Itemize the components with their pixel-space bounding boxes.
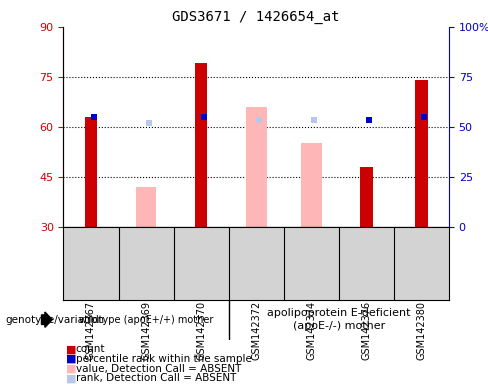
Bar — [301, 143, 322, 227]
Bar — [195, 63, 207, 227]
Text: genotype/variation: genotype/variation — [5, 314, 104, 325]
Text: wildtype (apoE+/+) mother: wildtype (apoE+/+) mother — [79, 314, 213, 325]
Bar — [246, 107, 266, 227]
Text: percentile rank within the sample: percentile rank within the sample — [76, 354, 251, 364]
Bar — [136, 187, 156, 227]
Text: count: count — [76, 344, 105, 354]
Bar — [85, 117, 97, 227]
Text: apolipoprotein E-deficient
(apoE-/-) mother: apolipoprotein E-deficient (apoE-/-) mot… — [267, 308, 410, 331]
Bar — [415, 80, 427, 227]
Text: ■: ■ — [66, 354, 77, 364]
Title: GDS3671 / 1426654_at: GDS3671 / 1426654_at — [172, 10, 340, 25]
Text: value, Detection Call = ABSENT: value, Detection Call = ABSENT — [76, 364, 241, 374]
Text: ■: ■ — [66, 364, 77, 374]
Text: ■: ■ — [66, 344, 77, 354]
Bar — [360, 167, 372, 227]
Text: ■: ■ — [66, 373, 77, 383]
Text: rank, Detection Call = ABSENT: rank, Detection Call = ABSENT — [76, 373, 236, 383]
